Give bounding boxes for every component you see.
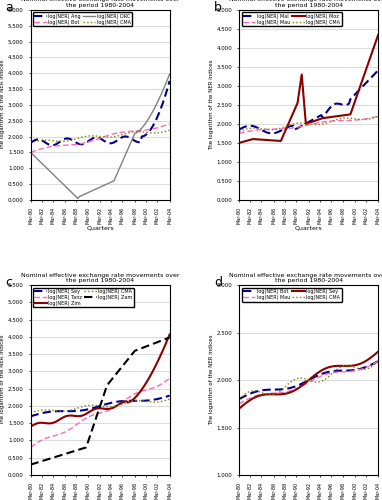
Y-axis label: The logarithm of the NER indices: The logarithm of the NER indices	[0, 60, 5, 150]
Title: Nominal effective exchange rate movements over
the period 1980-2004: Nominal effective exchange rate movement…	[21, 0, 179, 8]
Y-axis label: The logarithm of the NER indices: The logarithm of the NER indices	[0, 335, 5, 426]
Legend: log(NER) Ang, log(NER) Bot, log(NER) DRC, log(NER) CMA: log(NER) Ang, log(NER) Bot, log(NER) DRC…	[33, 12, 132, 26]
Legend: log(NER) Sey, log(NER) Tanz, log(NER) Zim, log(NER) CMA, log(NER) Zam: log(NER) Sey, log(NER) Tanz, log(NER) Zi…	[33, 288, 134, 308]
Legend: log(NER) Bot, log(NER) Mau, log(NER) Sey, log(NER) CMA: log(NER) Bot, log(NER) Mau, log(NER) Sey…	[241, 288, 342, 302]
Text: a: a	[5, 0, 13, 14]
Y-axis label: The logarithm of the NER indices: The logarithm of the NER indices	[209, 335, 214, 426]
Text: d: d	[214, 276, 222, 288]
Y-axis label: The logarithm of the NER indices: The logarithm of the NER indices	[209, 60, 214, 150]
X-axis label: Quarters: Quarters	[295, 226, 322, 230]
Title: Nominal effective exchange rate movements over
the period 1980-2004: Nominal effective exchange rate movement…	[21, 272, 179, 283]
Legend: log(NER) Mal, log(NER) Mau, log(NER) Moz, log(NER) CMA: log(NER) Mal, log(NER) Mau, log(NER) Moz…	[241, 12, 342, 26]
X-axis label: Quarters: Quarters	[86, 226, 114, 230]
Title: Nominal effective exchange rate movements over
the period 1980-2004: Nominal effective exchange rate movement…	[230, 0, 382, 8]
Text: b: b	[214, 0, 222, 14]
Title: Nominal effective exchange rate movements over
the period 1980-2004: Nominal effective exchange rate movement…	[230, 272, 382, 283]
Text: c: c	[5, 276, 13, 288]
